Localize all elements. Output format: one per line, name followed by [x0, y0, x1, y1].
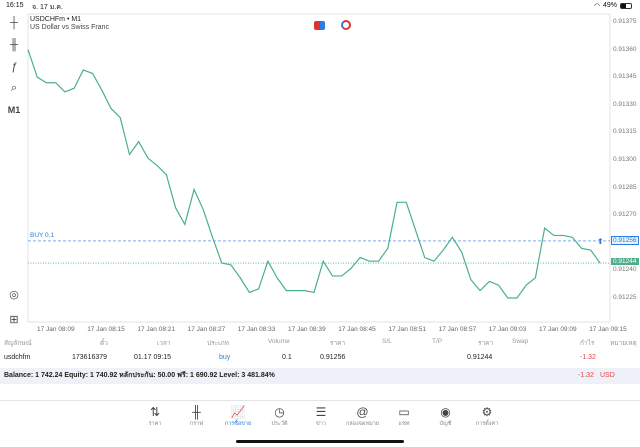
order-price-label: 0.91256 — [611, 235, 639, 245]
one-click-trading-icon[interactable] — [341, 20, 351, 30]
nav-label: การตั้งค่า — [475, 421, 499, 427]
flag-icon — [314, 21, 325, 30]
nav-label: บัญชี — [439, 421, 452, 427]
position-open-price: 0.91256 — [320, 354, 346, 361]
nav-account[interactable]: ◉ บัญชี — [426, 404, 466, 434]
nav-label: ราคา — [148, 421, 162, 427]
column-header[interactable]: เวลา — [157, 340, 171, 347]
mailbox-icon: @ — [356, 405, 369, 419]
x-tick-label: 17 Jan 08:09 — [37, 326, 75, 333]
x-tick-label: 17 Jan 08:27 — [187, 326, 226, 333]
total-profit: -1.32 — [578, 372, 594, 379]
balance-summary: Balance: 1 742.24 Equity: 1 740.92 หลักป… — [4, 372, 275, 379]
order-line-label: BUY 0.1 — [30, 231, 55, 239]
y-tick-label: 0.91225 — [613, 294, 637, 301]
currency: USD — [600, 372, 615, 379]
y-tick-label: 0.91360 — [613, 45, 637, 53]
nav-label: แชท — [398, 421, 410, 427]
x-tick-label: 17 Jan 08:21 — [137, 326, 175, 333]
nav-label: กล่องจดหมาย — [345, 421, 380, 427]
position-time: 01.17 09:15 — [134, 354, 171, 361]
nav-label: การซื้อขาย — [224, 421, 252, 427]
news-icon: ☰ — [315, 405, 327, 419]
position-symbol[interactable]: usdchfm — [4, 354, 31, 361]
column-header[interactable]: กำไร — [580, 340, 595, 347]
x-tick-label: 17 Jan 09:15 — [589, 326, 627, 333]
y-tick-label: 0.91330 — [613, 100, 637, 108]
position-current-price: 0.91244 — [467, 354, 493, 361]
order-arrow-icon[interactable]: ⬆ — [597, 236, 604, 246]
column-header[interactable]: T/P — [432, 338, 443, 345]
x-tick-label: 17 Jan 08:15 — [87, 326, 125, 333]
y-tick-label: 0.91300 — [613, 156, 637, 163]
column-header[interactable]: สัญลักษณ์ — [4, 340, 32, 347]
position-type: buy — [219, 354, 231, 361]
battery-icon — [620, 3, 632, 9]
nav-label: ข่าว — [316, 421, 326, 427]
y-tick-label: 0.91285 — [613, 183, 637, 191]
x-tick-label: 17 Jan 08:33 — [237, 326, 276, 333]
column-header[interactable]: Swap — [512, 338, 529, 345]
indicators-candles-icon[interactable]: ╫ — [10, 39, 18, 51]
status-date: จ. 17 ม.ค. — [32, 4, 63, 11]
balance-row: Balance: 1 742.24 Equity: 1 740.92 หลักป… — [0, 368, 640, 384]
x-tick-label: 17 Jan 09:09 — [539, 326, 577, 333]
nav-news[interactable]: ☰ ข่าว — [301, 404, 341, 434]
position-volume: 0.1 — [282, 354, 292, 361]
x-tick-label: 17 Jan 08:45 — [338, 326, 376, 333]
price-chart[interactable] — [0, 0, 640, 335]
nav-label: ประวัติ — [271, 421, 288, 427]
column-header[interactable]: ราคา — [478, 340, 494, 347]
nav-chat[interactable]: ▭ แชท — [384, 404, 424, 434]
column-header[interactable]: ราคา — [330, 340, 346, 347]
wifi-icon: ◠ — [594, 3, 601, 10]
position-ticket: 173616379 — [72, 354, 108, 361]
price-series-line — [27, 49, 601, 299]
chat-icon: ▭ — [398, 405, 410, 419]
status-time: 16:15 — [6, 2, 24, 9]
chart-frame — [27, 13, 611, 323]
x-tick-label: 17 Jan 08:57 — [438, 326, 477, 333]
chart-symbol[interactable]: USDCHFm • M1 — [30, 16, 82, 23]
battery-level: 49% — [603, 2, 618, 9]
nav-quotes[interactable]: ⇅ ราคา — [135, 404, 175, 434]
function-icon[interactable]: ƒ — [10, 61, 18, 73]
nav-settings[interactable]: ⚙ การตั้งค่า — [467, 404, 507, 434]
y-tick-label: 0.91270 — [613, 211, 637, 219]
history-icon: ◷ — [274, 405, 285, 419]
new-order-icon[interactable]: ⊞ — [9, 314, 19, 326]
nav-mailbox[interactable]: @ กล่องจดหมาย — [343, 404, 383, 434]
timeframe-button[interactable]: M1 — [7, 105, 21, 115]
crosshair-icon[interactable]: ┼ — [10, 17, 18, 29]
chart-icon: ╫ — [192, 405, 201, 419]
column-header[interactable]: S/L — [382, 338, 392, 345]
quotes-icon: ⇅ — [149, 405, 161, 419]
y-tick-label: 0.91315 — [613, 128, 637, 136]
zoom-chart-icon[interactable]: ◎ — [9, 289, 19, 301]
trade-icon: 📈 — [230, 405, 246, 419]
nav-chart[interactable]: ╫ กราฟ — [177, 404, 217, 434]
x-tick-label: 17 Jan 09:03 — [488, 326, 527, 333]
column-header[interactable]: หมายเหตุ — [610, 340, 637, 347]
divider — [0, 400, 640, 401]
column-header[interactable]: ประเภท — [207, 340, 229, 347]
y-tick-label: 0.91345 — [613, 73, 637, 81]
nav-history[interactable]: ◷ ประวัติ — [260, 404, 300, 434]
account-icon: ◉ — [440, 405, 451, 419]
nav-trade[interactable]: 📈 การซื้อขาย — [218, 404, 258, 434]
nav-label: กราฟ — [189, 421, 204, 427]
objects-icon[interactable]: ⌕ — [10, 82, 18, 94]
settings-icon: ⚙ — [481, 405, 493, 419]
x-tick-label: 17 Jan 08:39 — [288, 326, 326, 333]
y-tick-label: 0.91240 — [613, 266, 637, 274]
home-indicator — [236, 440, 404, 443]
column-header[interactable]: Volume — [268, 338, 290, 345]
column-header[interactable]: ตั๋ว — [100, 340, 108, 347]
bid-price-label: 0.91244 — [611, 258, 639, 266]
position-profit: -1.32 — [580, 354, 596, 361]
chart-description: US Dollar vs Swiss Franc — [30, 24, 109, 31]
x-tick-label: 17 Jan 08:51 — [388, 326, 426, 333]
y-tick-label: 0.91375 — [613, 18, 637, 25]
